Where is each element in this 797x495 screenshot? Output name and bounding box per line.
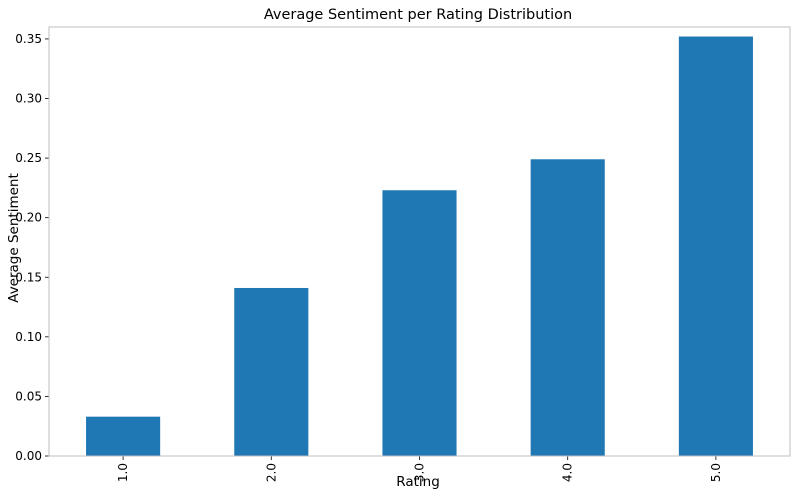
y-tick-label: 0.15 <box>15 270 42 284</box>
x-axis: 1.0 2.0 3.0 4.0 5.0 <box>116 456 723 482</box>
plot-frame <box>48 26 791 457</box>
x-tick-label: 3.0 <box>413 463 427 482</box>
y-tick-label: 0.05 <box>15 389 42 403</box>
y-axis: 0.00 0.05 0.10 0.15 0.20 0.25 0.30 0.35 <box>15 32 49 463</box>
y-tick-label: 0.30 <box>15 92 42 106</box>
bar-4.0 <box>530 159 605 456</box>
x-tick-label: 1.0 <box>116 463 130 482</box>
bar-2.0 <box>234 287 309 456</box>
y-tick-label: 0.00 <box>15 449 42 463</box>
bar-3.0 <box>382 190 457 456</box>
y-tick-label: 0.20 <box>15 211 42 225</box>
y-tick-label: 0.35 <box>15 32 42 46</box>
bars <box>86 36 753 457</box>
y-tick-label: 0.10 <box>15 330 42 344</box>
bar-1.0 <box>86 416 161 456</box>
y-tick-label: 0.25 <box>15 151 42 165</box>
x-tick-label: 4.0 <box>561 463 575 482</box>
y-axis-title: Average Sentiment <box>6 173 22 303</box>
x-tick-label: 2.0 <box>264 463 278 482</box>
x-axis-title: Rating <box>396 474 440 490</box>
bar-5.0 <box>678 36 753 457</box>
chart-title: Average Sentiment per Rating Distributio… <box>264 7 572 23</box>
x-tick-label: 5.0 <box>709 463 723 482</box>
